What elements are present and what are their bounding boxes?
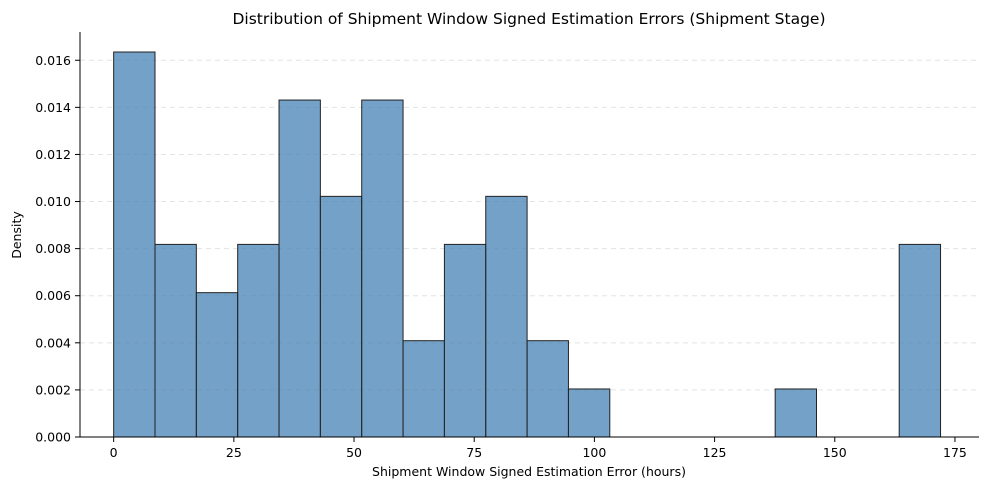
y-tick-label: 0.000 — [35, 430, 71, 445]
x-tick-label: 0 — [110, 445, 118, 460]
bars-layer — [113, 51, 942, 438]
y-tick-label: 0.004 — [35, 335, 71, 350]
histogram-bar — [526, 340, 569, 438]
histogram-bar — [567, 388, 611, 438]
histogram-bar — [278, 99, 321, 438]
x-tick-label: 125 — [703, 445, 727, 460]
x-tick-label: 25 — [226, 445, 242, 460]
grid-layer — [80, 59, 979, 391]
histogram-bar — [402, 340, 445, 438]
y-tick-label: 0.016 — [35, 53, 71, 68]
histogram-bar — [237, 243, 280, 438]
y-tick-label: 0.002 — [35, 382, 71, 397]
histogram-bar — [319, 195, 363, 438]
x-tick-label: 50 — [346, 445, 362, 460]
histogram-bar — [195, 292, 239, 438]
y-tick-label: 0.012 — [35, 147, 71, 162]
x-tick-label: 175 — [943, 445, 967, 460]
y-ticks: 0.000 0.002 0.004 0.006 0.008 0.010 0.012 0.014… — [35, 53, 80, 445]
histogram-bar — [443, 243, 487, 438]
y-tick-label: 0.014 — [35, 100, 71, 115]
y-axis-label: Density — [9, 211, 24, 259]
histogram-bar — [485, 195, 528, 438]
x-axis-label: Shipment Window Signed Estimation Error … — [372, 464, 686, 479]
x-tick-label: 100 — [582, 445, 606, 460]
x-tick-label: 75 — [466, 445, 482, 460]
y-tick-label: 0.006 — [35, 288, 71, 303]
histogram-bar — [898, 243, 942, 438]
histogram-bar — [361, 99, 404, 438]
histogram-bar — [113, 51, 156, 438]
y-tick-label: 0.010 — [35, 194, 71, 209]
x-ticks: 0 25 50 75 100 125 150 175 — [110, 437, 967, 460]
y-tick-label: 0.008 — [35, 241, 71, 256]
histogram-bar — [774, 388, 818, 438]
histogram-bar — [154, 243, 197, 438]
axes-layer — [79, 32, 979, 438]
x-tick-label: 150 — [823, 445, 847, 460]
chart-title: Distribution of Shipment Window Signed E… — [232, 10, 825, 28]
